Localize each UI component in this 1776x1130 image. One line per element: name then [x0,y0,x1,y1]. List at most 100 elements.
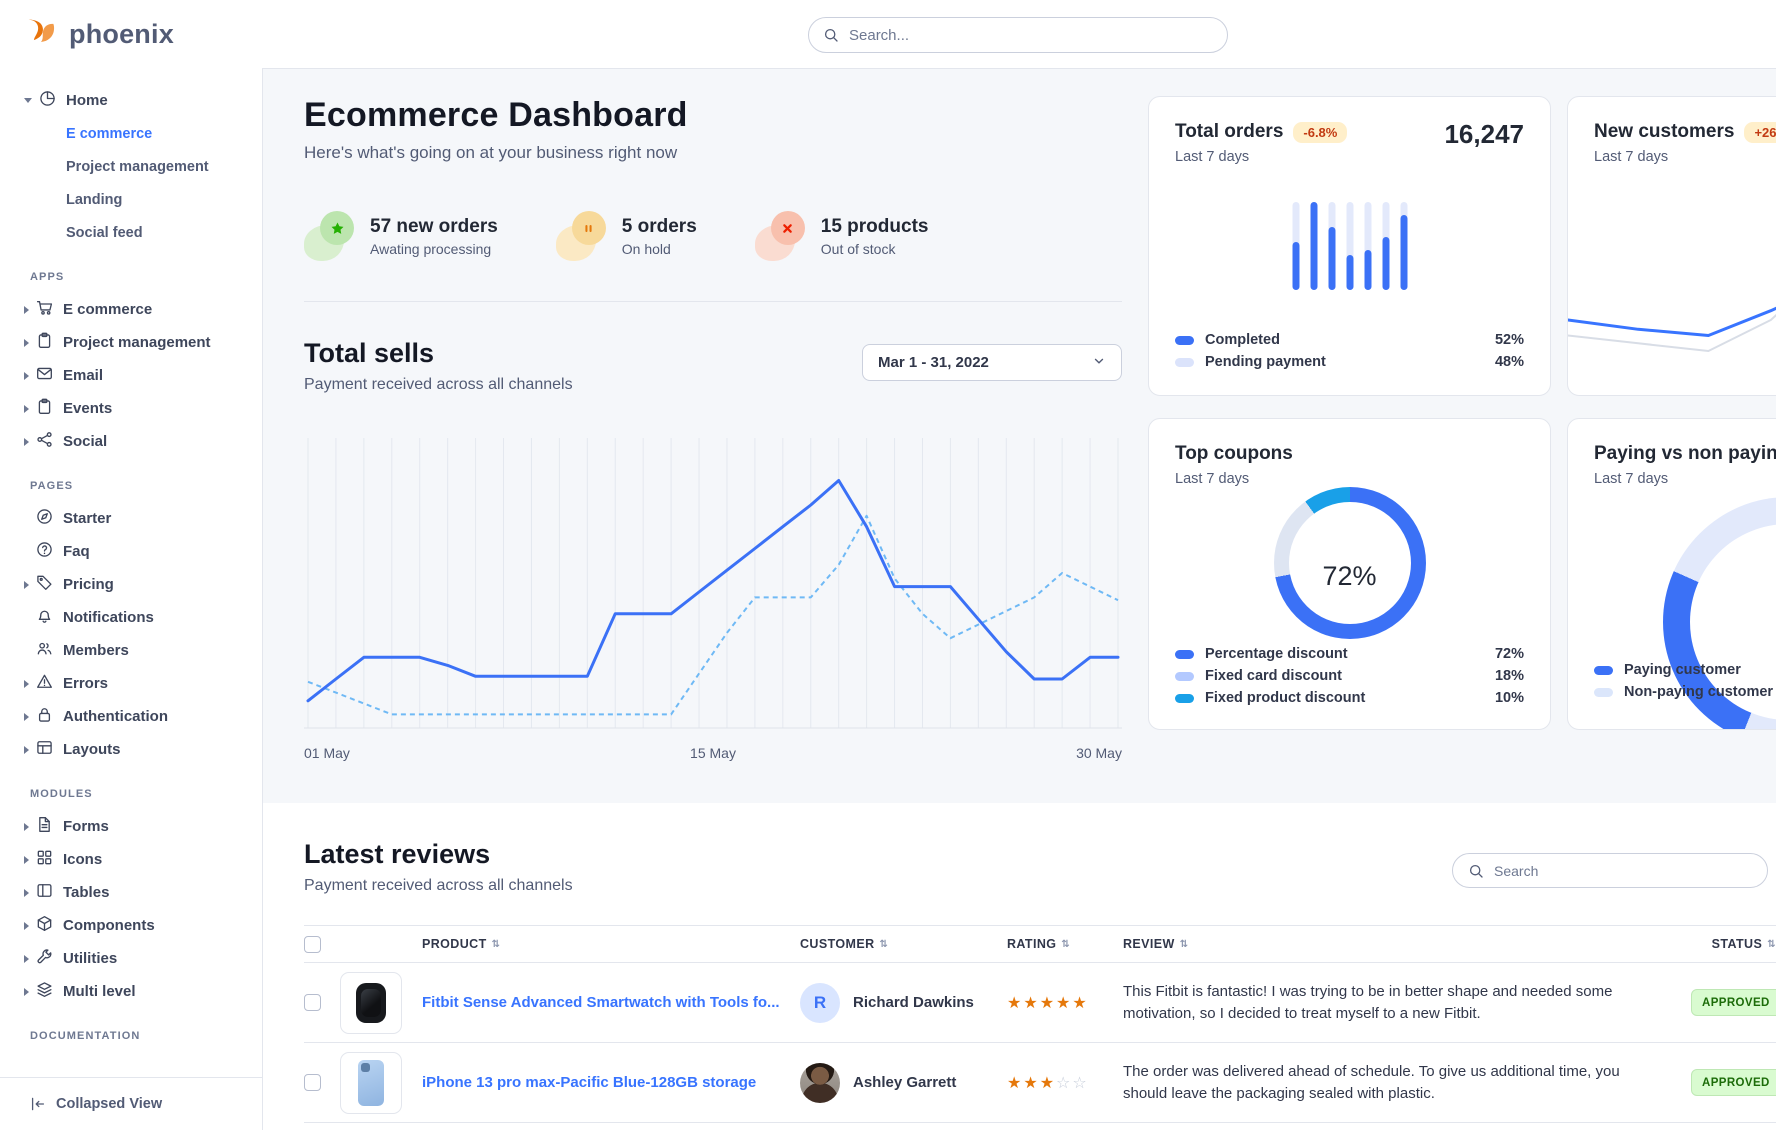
sidebar-item-errors[interactable]: Errors [0,667,262,700]
sidebar-item-e-commerce[interactable]: E commerce [0,293,262,326]
sidebar-item-label: Faq [63,543,90,560]
status-label: APPROVED [1702,996,1770,1009]
new-customers-badge: +26.5% [1744,121,1776,143]
top-coupons-card: Top coupons Last 7 days 72% Percentage d… [1148,418,1551,730]
sidebar-item-members[interactable]: Members [0,634,262,667]
sidebar-section-label: DOCUMENTATION [30,1030,141,1042]
total-orders-legend: Completed 52% Pending payment 48% [1175,329,1524,373]
customer-cell: R Richard Dawkins [800,982,1007,1023]
section-divider [304,301,1122,302]
sidebar-item-faq[interactable]: Faq [0,535,262,568]
stat-caption: Out of stock [820,240,896,257]
caret-right-icon [24,371,29,380]
star-icon [320,211,354,245]
column-header-label: REVIEW [1123,937,1175,951]
sidebar-item-multi-level[interactable]: Multi level [0,975,262,1008]
column-header-product[interactable]: PRODUCT ⇅ [422,937,800,951]
chevron-down-icon [1092,354,1106,372]
sidebar-subitem-e-commerce[interactable]: E commerce [66,125,153,142]
caret-right-icon [24,921,29,930]
date-range-select[interactable]: Mar 1 - 31, 2022 [862,344,1122,381]
column-header-status[interactable]: STATUS ⇅ [1712,937,1776,951]
sidebar-item-label: Multi level [63,983,136,1000]
sidebar-subitem-landing[interactable]: Landing [66,191,123,208]
legend-swatch [1594,687,1613,697]
x-axis-tick: 01 May [304,745,350,761]
collapsed-view-button[interactable]: Collapsed View [0,1078,262,1130]
sidebar-item-project-management[interactable]: Project management [0,326,262,359]
sidebar-item-layouts[interactable]: Layouts [0,733,262,766]
sidebar-item-authentication[interactable]: Authentication [0,700,262,733]
cart-icon [36,299,54,321]
x-axis-tick: 30 May [1076,745,1122,761]
legend-row: Fixed product discount 10% [1175,687,1524,709]
top-coupons-center-value: 72% [1322,561,1377,591]
caret-right-icon [24,954,29,963]
sidebar-item-label: Layouts [63,741,121,758]
order-bar [1400,202,1407,290]
table-row: iPhone 13 pro max-Pacific Blue-128GB sto… [304,1043,1776,1123]
sidebar-item-utilities[interactable]: Utilities [0,942,262,975]
sidebar-item-starter[interactable]: Starter [0,502,262,535]
stats-row: 57 new orders Awating processing 5 orders O… [304,211,1122,261]
sort-icon: ⇅ [1061,938,1071,950]
sidebar-item-icons[interactable]: Icons [0,843,262,876]
order-bar [1346,202,1353,290]
sidebar-item-components[interactable]: Components [0,909,262,942]
sidebar-item-notifications[interactable]: Notifications [0,601,262,634]
order-bar [1364,202,1371,290]
legend-value: 10% [1494,690,1524,706]
caret-right-icon [24,855,29,864]
caret-right-icon [24,888,29,897]
column-header-label: PRODUCT [422,937,487,951]
paying-title: Paying vs non paying [1594,443,1776,464]
sidebar-item-social[interactable]: Social [0,425,262,458]
warning-icon [36,673,54,695]
product-image[interactable] [340,1051,402,1114]
sidebar-item-forms[interactable]: Forms [0,810,262,843]
reviews-search-input[interactable] [1494,862,1752,879]
sidebar-subitem-project-management[interactable]: Project management [66,158,209,175]
select-all-checkbox[interactable] [304,935,321,953]
row-checkbox[interactable] [304,994,321,1011]
users-icon [36,640,54,662]
brand-logo[interactable]: phoenix [22,13,174,56]
product-image[interactable] [340,971,402,1034]
legend-row: Non-paying customer [1594,681,1776,703]
legend-value: 72% [1494,646,1524,662]
global-search-input[interactable] [849,26,1213,44]
review-text: This Fitbit is fantastic! I was trying t… [1123,982,1613,1022]
sidebar-item-label: Forms [63,818,109,835]
legend-swatch [1175,357,1194,367]
caret-right-icon [24,437,29,446]
sidebar: Home E commerce Project management Landing S… [0,68,263,1130]
product-link[interactable]: iPhone 13 pro max-Pacific Blue-128GB sto… [422,1073,757,1091]
sidebar-item-label: Components [63,917,155,934]
lock-icon [36,706,54,728]
legend-label: Percentage discount [1205,646,1348,662]
column-header-rating[interactable]: RATING ⇅ [1007,937,1123,951]
product-link[interactable]: Fitbit Sense Advanced Smartwatch with To… [422,993,780,1011]
stat-art [304,211,356,261]
column-header-customer[interactable]: CUSTOMER ⇅ [800,937,1007,951]
sidebar-item-events[interactable]: Events [0,392,262,425]
sidebar-item-home[interactable]: Home [0,84,262,117]
sidebar-item-pricing[interactable]: Pricing [0,568,262,601]
sidebar-item-email[interactable]: Email [0,359,262,392]
legend-row: Completed 52% [1175,329,1524,351]
legend-value: 52% [1494,332,1524,348]
sidebar-subitem-social-feed[interactable]: Social feed [66,224,143,241]
top-navbar: phoenix [0,0,1776,68]
total-orders-value: 16,247 [1444,119,1524,149]
stat-art [754,211,807,261]
stat-value: 15 products [820,215,929,237]
row-checkbox[interactable] [304,1074,321,1091]
sidebar-item-tables[interactable]: Tables [0,876,262,909]
sidebar-item-label: Icons [63,851,103,868]
caret-right-icon [24,338,29,347]
legend-label: Fixed card discount [1205,668,1342,684]
status-badge: APPROVED [1691,989,1776,1016]
sidebar-item-label: Notifications [63,609,154,626]
column-header-review[interactable]: REVIEW ⇅ [1123,937,1691,951]
legend-value: 18% [1494,668,1524,684]
